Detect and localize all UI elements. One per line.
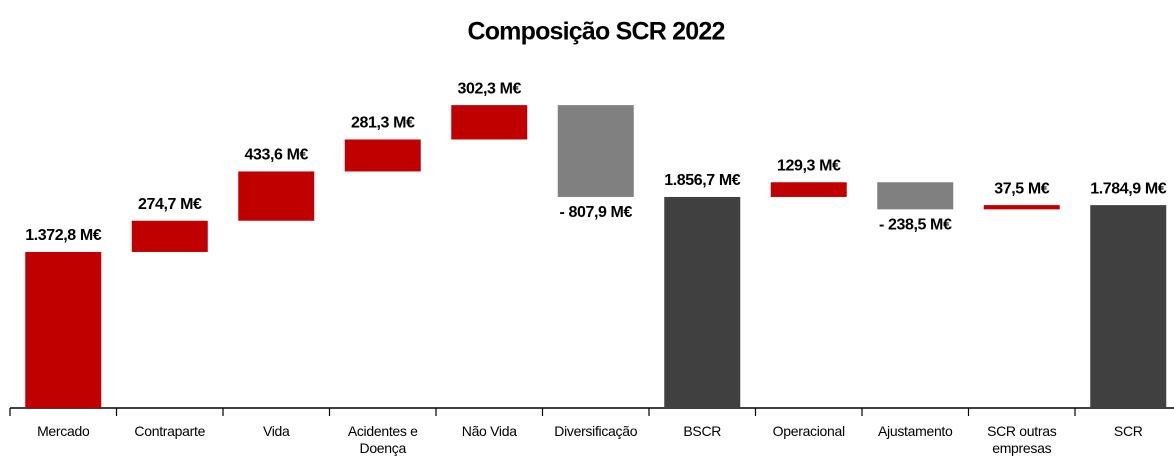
value-label: 1.372,8 M€ (25, 227, 102, 244)
bar (557, 105, 634, 197)
bar (238, 171, 315, 221)
value-label: 274,7 M€ (138, 196, 202, 213)
x-tick-label: BSCR (683, 423, 722, 439)
x-tick-label: Operacional (772, 423, 846, 439)
bar (344, 139, 421, 172)
x-tick-label: SCR outras empresas (987, 423, 1057, 456)
x-tick-label: Acidentes e Doença (347, 423, 418, 456)
bar (770, 182, 847, 197)
x-tick-label: Contraparte (134, 423, 206, 439)
value-label: 302,3 M€ (457, 80, 521, 97)
value-label: 1.784,9 M€ (1090, 180, 1167, 197)
x-tick-label: Mercado (37, 423, 90, 439)
bar (131, 220, 208, 252)
bar (451, 105, 528, 140)
value-label: 281,3 M€ (351, 115, 415, 132)
value-label: - 807,9 M€ (560, 204, 633, 221)
bar (877, 182, 954, 210)
value-label: - 238,5 M€ (879, 217, 952, 234)
bar (664, 196, 741, 408)
bar (983, 205, 1060, 210)
value-label: 129,3 M€ (777, 157, 841, 174)
x-tick-label: Diversificação (554, 423, 638, 439)
x-tick-label: Ajustamento (877, 423, 953, 439)
chart-title: Composição SCR 2022 (467, 18, 724, 46)
bar (25, 251, 102, 408)
bar (1090, 205, 1167, 408)
x-tick-label: Vida (262, 423, 290, 439)
x-tick-label: Não Vida (461, 423, 517, 439)
value-label: 37,5 M€ (994, 180, 1050, 197)
value-label: 1.856,7 M€ (664, 172, 741, 189)
x-tick-label: SCR (1113, 423, 1143, 439)
value-label: 433,6 M€ (244, 147, 308, 164)
